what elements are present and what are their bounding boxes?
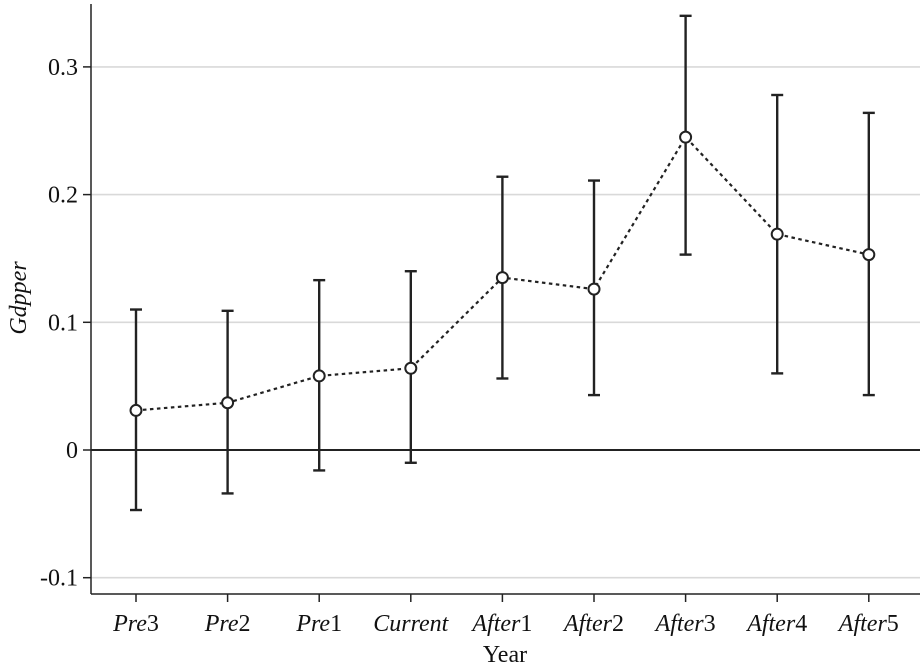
data-point [495,271,509,285]
labels-layer: -0.1 0 0.1 0.2 0.3 Pre3 Pre2 Pre1 Current After1 A… [40,55,899,637]
data-point [679,130,693,144]
x-tick-label: Pre3 [112,611,159,637]
data-point [587,282,601,296]
data-point [404,361,418,375]
x-tick-label: Current [373,611,449,637]
data-point [770,227,784,241]
grid-layer [91,66,920,579]
y-tick-label: -0.1 [40,566,78,592]
axes-layer [83,4,920,602]
data-point [221,396,235,410]
data-point [862,248,876,262]
data-point [129,403,143,417]
x-tick-label: After1 [470,611,532,637]
x-axis-title: Year [483,642,527,666]
x-tick-label: After3 [654,611,716,637]
x-tick-label: After5 [837,611,899,637]
y-tick-label: 0 [66,438,78,464]
y-tick-label: 0.2 [48,183,78,209]
y-tick-label: 0.1 [48,310,78,336]
x-tick-label: After4 [745,611,807,637]
y-axis-title: Gdpper [6,261,32,335]
x-tick-label: After2 [562,611,624,637]
x-tick-label: Pre2 [204,611,251,637]
data-point [312,369,326,383]
y-tick-label: 0.3 [48,55,78,81]
x-tick-label: Pre1 [295,611,342,637]
series-layer [129,14,876,512]
